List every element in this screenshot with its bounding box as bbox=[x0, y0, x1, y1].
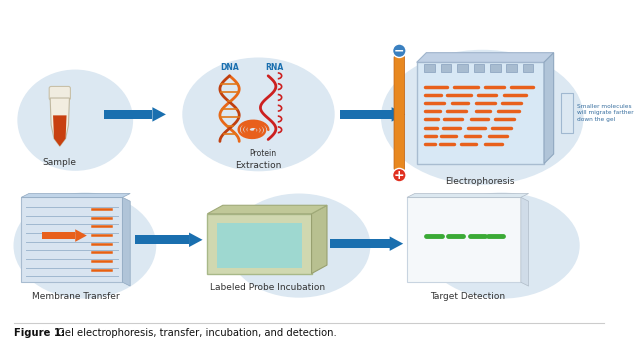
FancyBboxPatch shape bbox=[523, 64, 533, 72]
Polygon shape bbox=[42, 232, 76, 239]
Ellipse shape bbox=[381, 50, 584, 185]
FancyBboxPatch shape bbox=[457, 64, 468, 72]
FancyBboxPatch shape bbox=[394, 56, 404, 170]
Text: Extraction: Extraction bbox=[236, 161, 282, 170]
Polygon shape bbox=[76, 229, 87, 242]
Polygon shape bbox=[135, 235, 189, 244]
Text: Gel electrophoresis, transfer, incubation, and detection.: Gel electrophoresis, transfer, incubatio… bbox=[54, 328, 337, 338]
FancyBboxPatch shape bbox=[417, 62, 544, 163]
Polygon shape bbox=[207, 214, 312, 274]
Polygon shape bbox=[21, 194, 130, 197]
Ellipse shape bbox=[13, 193, 156, 299]
Text: Labeled Probe Incubation: Labeled Probe Incubation bbox=[210, 283, 324, 292]
Text: RNA: RNA bbox=[265, 63, 283, 72]
FancyBboxPatch shape bbox=[424, 64, 435, 72]
Text: Sample: Sample bbox=[43, 158, 77, 167]
Text: −: − bbox=[394, 44, 404, 57]
Polygon shape bbox=[152, 107, 166, 122]
Polygon shape bbox=[217, 224, 302, 268]
Polygon shape bbox=[544, 53, 554, 163]
Polygon shape bbox=[21, 197, 122, 282]
Text: +: + bbox=[394, 169, 404, 182]
Polygon shape bbox=[189, 233, 202, 247]
Text: Membrane Transfer: Membrane Transfer bbox=[32, 292, 120, 301]
Ellipse shape bbox=[424, 193, 580, 299]
Ellipse shape bbox=[17, 69, 133, 171]
Polygon shape bbox=[104, 110, 152, 119]
Polygon shape bbox=[207, 205, 327, 214]
Text: Target Detection: Target Detection bbox=[430, 292, 506, 301]
Polygon shape bbox=[417, 53, 554, 62]
Circle shape bbox=[392, 44, 406, 58]
Polygon shape bbox=[521, 197, 529, 286]
Ellipse shape bbox=[182, 58, 335, 171]
FancyBboxPatch shape bbox=[49, 86, 70, 100]
Circle shape bbox=[392, 168, 406, 182]
Polygon shape bbox=[390, 237, 403, 251]
Text: Figure 1:: Figure 1: bbox=[13, 328, 65, 338]
FancyBboxPatch shape bbox=[474, 64, 484, 72]
Polygon shape bbox=[122, 197, 130, 286]
FancyBboxPatch shape bbox=[490, 64, 500, 72]
FancyBboxPatch shape bbox=[441, 64, 451, 72]
Polygon shape bbox=[50, 98, 70, 146]
FancyBboxPatch shape bbox=[506, 64, 517, 72]
Text: DNA: DNA bbox=[220, 63, 239, 72]
FancyBboxPatch shape bbox=[407, 197, 521, 282]
Text: Protein: Protein bbox=[249, 149, 276, 158]
Polygon shape bbox=[53, 115, 67, 146]
Text: Smaller molecules
will migrate farther
down the gel: Smaller molecules will migrate farther d… bbox=[577, 104, 634, 122]
Text: Electrophoresis: Electrophoresis bbox=[445, 177, 515, 186]
Polygon shape bbox=[392, 107, 405, 122]
Ellipse shape bbox=[228, 194, 371, 298]
Polygon shape bbox=[312, 205, 327, 274]
Polygon shape bbox=[340, 110, 392, 119]
Polygon shape bbox=[407, 194, 529, 197]
Polygon shape bbox=[330, 239, 390, 248]
